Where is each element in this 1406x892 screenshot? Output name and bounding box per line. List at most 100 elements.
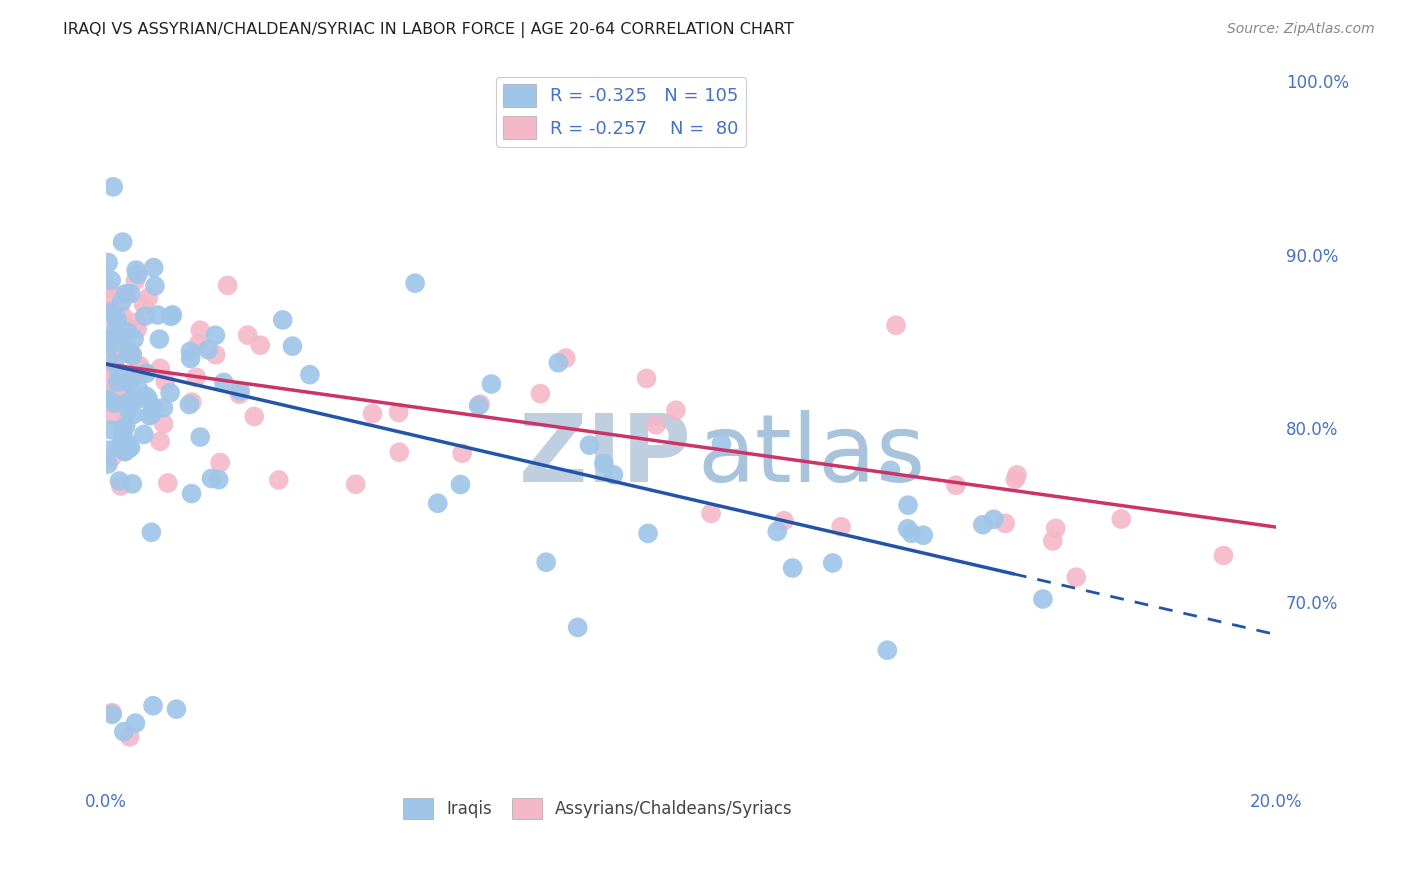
Point (665, 403, 688, 417)
Point (129, 363, 152, 377)
Point (186, 370, 208, 384)
Point (160, 310, 183, 324)
Point (111, 235, 134, 249)
Point (118, 442, 141, 456)
Point (897, 498, 920, 512)
Point (148, 332, 170, 346)
Point (236, 328, 259, 343)
Point (208, 473, 231, 487)
Point (212, 376, 235, 390)
Text: atlas: atlas (697, 410, 925, 502)
Point (114, 444, 136, 458)
Point (100, 389, 122, 403)
Text: ZIP: ZIP (519, 410, 692, 502)
Point (388, 405, 411, 419)
Point (773, 514, 796, 528)
Point (114, 444, 136, 458)
Point (1005, 467, 1028, 482)
Point (637, 526, 659, 541)
Point (117, 343, 139, 357)
Point (159, 385, 181, 400)
Legend: Iraqis, Assyrians/Chaldeans/Syriacs: Iraqis, Assyrians/Chaldeans/Syriacs (396, 791, 799, 826)
Point (112, 317, 135, 331)
Point (107, 327, 129, 342)
Point (120, 286, 142, 301)
Point (125, 315, 148, 329)
Point (103, 408, 125, 422)
Point (103, 380, 125, 394)
Point (879, 463, 901, 477)
Point (298, 368, 321, 382)
Point (152, 401, 174, 415)
Point (104, 357, 127, 371)
Point (451, 446, 474, 460)
Point (972, 517, 994, 532)
Point (249, 338, 271, 352)
Point (149, 361, 172, 376)
Point (217, 278, 239, 293)
Point (111, 309, 134, 323)
Point (602, 467, 624, 482)
Text: IRAQI VS ASSYRIAN/CHALDEAN/SYRIAC IN LABOR FORCE | AGE 20-64 CORRELATION CHART: IRAQI VS ASSYRIAN/CHALDEAN/SYRIAC IN LAB… (63, 22, 794, 38)
Point (104, 310, 127, 324)
Point (138, 409, 160, 423)
Point (114, 343, 136, 358)
Point (179, 398, 201, 412)
Point (97, 309, 120, 323)
Point (900, 526, 922, 541)
Point (121, 349, 143, 363)
Point (97, 382, 120, 396)
Point (111, 334, 134, 348)
Point (897, 522, 920, 536)
Point (821, 556, 844, 570)
Point (121, 392, 143, 406)
Point (188, 430, 211, 444)
Point (710, 436, 733, 450)
Text: Source: ZipAtlas.com: Source: ZipAtlas.com (1227, 22, 1375, 37)
Point (884, 318, 907, 333)
Point (209, 456, 232, 470)
Point (101, 291, 124, 305)
Point (142, 698, 165, 713)
Point (117, 375, 139, 389)
Point (101, 707, 124, 722)
Point (229, 384, 252, 398)
Point (912, 528, 935, 542)
Point (152, 417, 174, 431)
Point (1042, 533, 1064, 548)
Point (98, 357, 121, 371)
Point (554, 351, 576, 365)
Point (180, 395, 202, 409)
Point (124, 716, 146, 731)
Point (122, 408, 145, 422)
Point (243, 409, 266, 424)
Point (97, 362, 120, 376)
Point (156, 476, 179, 491)
Point (97, 255, 120, 269)
Point (766, 524, 789, 539)
Point (134, 309, 156, 323)
Point (101, 706, 124, 720)
Point (180, 351, 202, 366)
Point (162, 308, 184, 322)
Point (1109, 512, 1132, 526)
Point (470, 397, 492, 411)
Point (101, 450, 124, 464)
Point (131, 392, 153, 406)
Point (132, 427, 155, 442)
Point (121, 476, 143, 491)
Point (103, 396, 125, 410)
Point (1032, 592, 1054, 607)
Point (114, 386, 136, 401)
Point (97, 361, 120, 376)
Point (135, 389, 157, 403)
Point (98, 443, 121, 458)
Point (361, 407, 384, 421)
Point (153, 374, 176, 388)
Point (111, 431, 134, 445)
Point (188, 323, 211, 337)
Point (107, 328, 129, 343)
Point (98, 305, 121, 319)
Point (592, 457, 614, 471)
Point (228, 387, 250, 401)
